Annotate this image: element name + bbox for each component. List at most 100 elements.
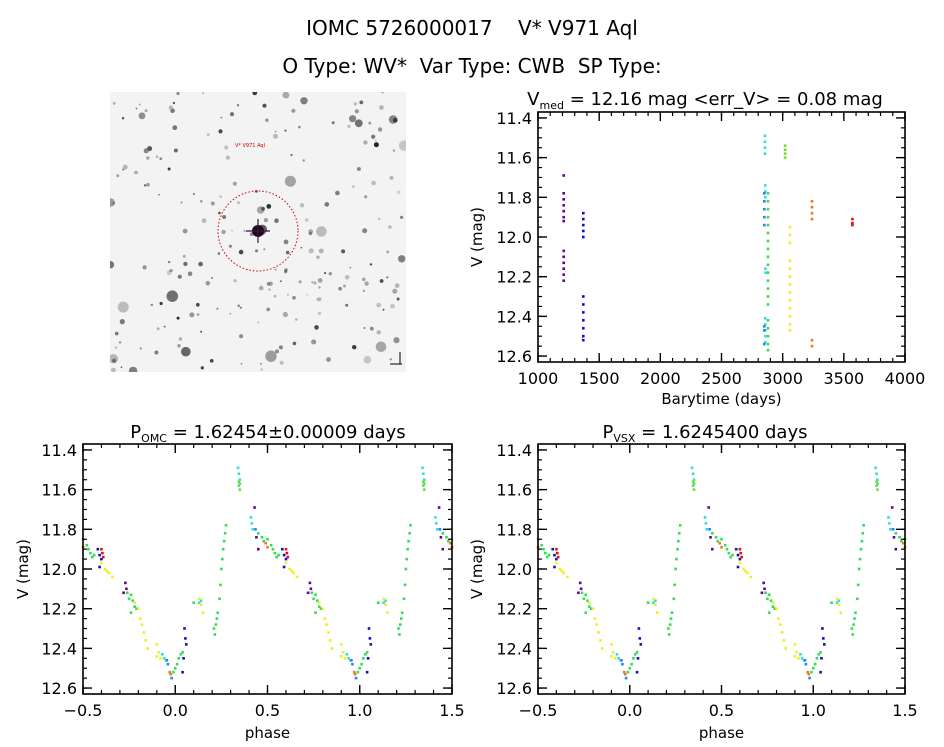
data-point (584, 593, 587, 597)
field-star (238, 249, 244, 255)
data-point (860, 539, 864, 543)
data-point (129, 593, 133, 597)
y-tick-label: 11.6 (496, 149, 532, 168)
field-star (375, 341, 387, 353)
field-star (202, 92, 204, 95)
data-point (731, 553, 734, 557)
data-point (678, 532, 681, 535)
x-tick-label: −0.5 (519, 701, 558, 720)
data-point (788, 267, 792, 270)
field-star (282, 92, 290, 99)
data-point (422, 484, 425, 487)
data-point (763, 342, 766, 346)
data-point (783, 152, 787, 155)
data-point (851, 633, 854, 636)
data-point (553, 565, 556, 569)
data-point (328, 639, 332, 642)
data-point (738, 557, 742, 561)
data-point (238, 488, 242, 491)
data-point (777, 617, 780, 620)
data-point (766, 303, 770, 306)
field-star (317, 311, 322, 316)
field-star (114, 331, 119, 336)
data-point (718, 541, 721, 545)
x-tick-label: 1500 (579, 369, 620, 388)
data-point (582, 597, 586, 601)
data-point (582, 327, 585, 330)
data-point (738, 561, 742, 565)
data-point (600, 647, 604, 650)
data-point (356, 670, 360, 674)
field-star (237, 304, 240, 307)
data-point (310, 591, 314, 595)
data-point (435, 522, 438, 525)
field-star (192, 192, 195, 196)
data-point (766, 207, 770, 211)
data-point (610, 643, 613, 646)
data-point (351, 662, 354, 666)
data-point (874, 466, 877, 470)
data-point (216, 611, 219, 614)
field-star (283, 239, 289, 245)
data-point (676, 547, 679, 551)
data-point (654, 599, 657, 602)
data-point (340, 655, 343, 658)
data-point (810, 217, 814, 221)
data-point (707, 506, 710, 509)
title-text: = 1.62454±0.00009 days (167, 422, 406, 443)
data-point (851, 221, 854, 225)
field-star (200, 330, 202, 333)
field-star (302, 159, 305, 162)
data-point (613, 657, 617, 660)
data-point (709, 536, 712, 539)
field-star (138, 103, 141, 106)
data-point (675, 557, 678, 561)
field-star (331, 121, 335, 125)
field-star (274, 130, 277, 133)
data-point (142, 631, 146, 634)
field-star (317, 278, 323, 283)
data-point (654, 603, 657, 606)
data-point (138, 617, 142, 620)
data-point (562, 267, 565, 270)
data-point (562, 219, 565, 223)
field-star (216, 307, 219, 310)
field-star (273, 294, 277, 298)
data-point (146, 647, 149, 650)
data-point (766, 231, 770, 235)
data-point (102, 555, 105, 559)
data-point (729, 555, 732, 559)
data-point (764, 271, 767, 274)
field-star (318, 286, 321, 289)
field-star (305, 218, 309, 222)
field-star (344, 275, 350, 280)
data-point (589, 607, 593, 610)
data-point (403, 583, 407, 587)
field-star (217, 252, 221, 255)
data-point (562, 198, 565, 201)
field-star (392, 149, 396, 152)
data-point (273, 551, 277, 555)
field-star (386, 250, 390, 254)
data-point (578, 581, 582, 585)
field-star (292, 296, 296, 300)
data-point (611, 651, 615, 654)
data-point (556, 555, 560, 559)
data-point (778, 623, 782, 626)
data-point (810, 205, 814, 209)
data-point (692, 482, 696, 485)
field-star (139, 347, 142, 350)
data-point (762, 581, 765, 585)
field-star (386, 276, 389, 279)
field-star (239, 334, 244, 339)
finding-chart-image: V* V971 Aql (110, 92, 406, 372)
data-point (875, 480, 878, 483)
field-star (159, 157, 163, 161)
field-star (154, 350, 159, 355)
data-point (788, 315, 792, 318)
data-point (810, 344, 814, 348)
field-star (229, 112, 235, 117)
data-point (677, 539, 680, 543)
data-point (323, 617, 326, 620)
data-point (327, 631, 330, 634)
